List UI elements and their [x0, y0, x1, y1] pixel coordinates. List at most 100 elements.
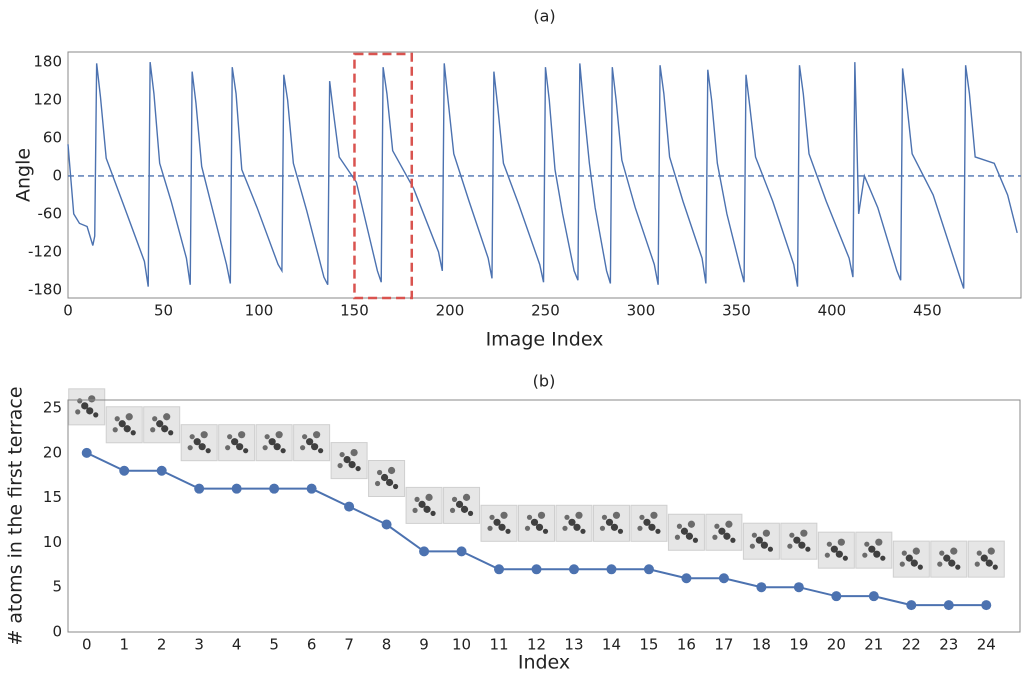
thumbnail — [592, 504, 630, 542]
thumbnail-dot — [231, 438, 239, 446]
thumbnail-dot — [910, 559, 918, 567]
thumbnail-dot — [500, 511, 508, 519]
y-tick-label: -120 — [28, 242, 62, 260]
data-point — [943, 600, 954, 611]
thumbnail-dot — [992, 564, 998, 570]
x-tick-label: 22 — [902, 636, 921, 654]
data-point — [494, 564, 505, 575]
thumbnail-dot — [868, 545, 876, 553]
thumbnail-dot — [77, 398, 83, 404]
thumbnail-dot — [273, 443, 281, 451]
thumbnail-dot — [639, 514, 645, 520]
thumbnail — [293, 424, 331, 462]
thumbnail — [68, 388, 106, 426]
thumbnail-dot — [163, 413, 171, 421]
thumbnail — [180, 424, 218, 462]
thumbnail-dot — [950, 547, 958, 555]
thumbnail-dot — [150, 427, 156, 433]
thumbnail-dot — [787, 543, 793, 549]
thumbnail-dot — [114, 416, 120, 422]
thumbnail-dot — [692, 537, 699, 543]
thumbnail-dot — [599, 525, 606, 531]
x-tick-label: 7 — [344, 636, 354, 654]
thumbnail-dot — [392, 483, 399, 490]
thumbnail-dot — [455, 500, 464, 508]
data-point — [606, 564, 617, 575]
thumbnail-dot — [374, 480, 381, 487]
thumbnail-dot — [723, 532, 731, 540]
thumbnail-dot — [189, 434, 195, 440]
y-tick-label: 0 — [52, 166, 62, 184]
data-point — [831, 591, 842, 602]
x-axis-label: Image Index — [486, 329, 604, 351]
thumbnail-dot — [81, 402, 89, 410]
x-tick-label: 9 — [419, 636, 429, 654]
thumbnail-dot — [505, 528, 511, 534]
thumbnail — [742, 522, 780, 560]
thumbnail-dot — [348, 460, 356, 469]
thumbnail-dot — [75, 409, 81, 415]
thumbnail-dot — [685, 532, 694, 540]
data-point — [306, 483, 317, 494]
x-tick-label: 2 — [157, 636, 167, 654]
thumbnail-dot — [88, 395, 96, 403]
thumbnail-dot — [238, 431, 246, 439]
thumbnail-dot — [414, 496, 420, 502]
thumbnail-dot — [948, 559, 956, 567]
thumbnail-dot — [412, 507, 418, 513]
thumbnail-dot — [643, 518, 651, 526]
thumbnail-dot — [343, 455, 351, 464]
thumbnail-dot — [123, 425, 131, 433]
thumbnail-dot — [355, 465, 361, 472]
y-tick-label: 60 — [43, 129, 62, 147]
thumbnail-dot — [467, 510, 474, 516]
x-tick-label: 1 — [119, 636, 129, 654]
thumbnail-dot — [460, 505, 469, 513]
x-tick-label: 11 — [489, 636, 508, 654]
data-point — [344, 501, 355, 512]
thumbnail — [667, 513, 705, 551]
x-tick-label: 350 — [722, 302, 751, 320]
thumbnail-dot — [826, 541, 832, 547]
data-point — [981, 600, 992, 611]
x-tick-label: 3 — [194, 636, 204, 654]
x-tick-label: 23 — [939, 636, 958, 654]
thumbnail-dot — [749, 543, 755, 549]
x-tick-label: 24 — [977, 636, 996, 654]
thumbnail-dot — [318, 448, 324, 454]
thumbnail-dot — [712, 534, 718, 540]
thumbnail-dot — [430, 510, 436, 516]
y-tick-label: 0 — [52, 623, 62, 641]
thumbnail-dot — [337, 462, 343, 469]
x-tick-label: 0 — [63, 302, 73, 320]
thumbnail-dot — [864, 541, 870, 547]
thumbnail-dot — [387, 466, 396, 475]
thumbnail-dot — [302, 434, 308, 440]
y-tick-label: -60 — [38, 204, 63, 222]
thumbnail — [518, 504, 556, 542]
thumbnail-dot — [487, 525, 493, 531]
x-tick-label: 250 — [531, 302, 560, 320]
x-tick-label: 14 — [602, 636, 621, 654]
thumbnail-dot — [451, 496, 458, 502]
thumbnail-dot — [718, 527, 726, 535]
thumbnail-dot — [339, 451, 345, 458]
thumbnail-dot — [152, 416, 158, 422]
y-tick-label: 120 — [33, 91, 62, 109]
data-point — [119, 465, 130, 476]
thumbnail-dot — [418, 500, 426, 508]
x-tick-label: 21 — [864, 636, 883, 654]
thumbnail-dot — [905, 554, 913, 562]
thumbnail — [817, 531, 855, 569]
thumbnail-dot — [875, 538, 883, 546]
plot-frame — [67, 399, 1021, 633]
thumbnail — [143, 406, 181, 444]
x-tick-label: 12 — [527, 636, 546, 654]
thumbnail-dot — [498, 523, 506, 531]
thumbnail-dot — [462, 493, 471, 501]
x-tick-label: 20 — [827, 636, 846, 654]
thumbnail-dot — [687, 520, 696, 528]
thumbnail-dot — [526, 514, 533, 520]
thumbnail-dot — [835, 550, 843, 558]
